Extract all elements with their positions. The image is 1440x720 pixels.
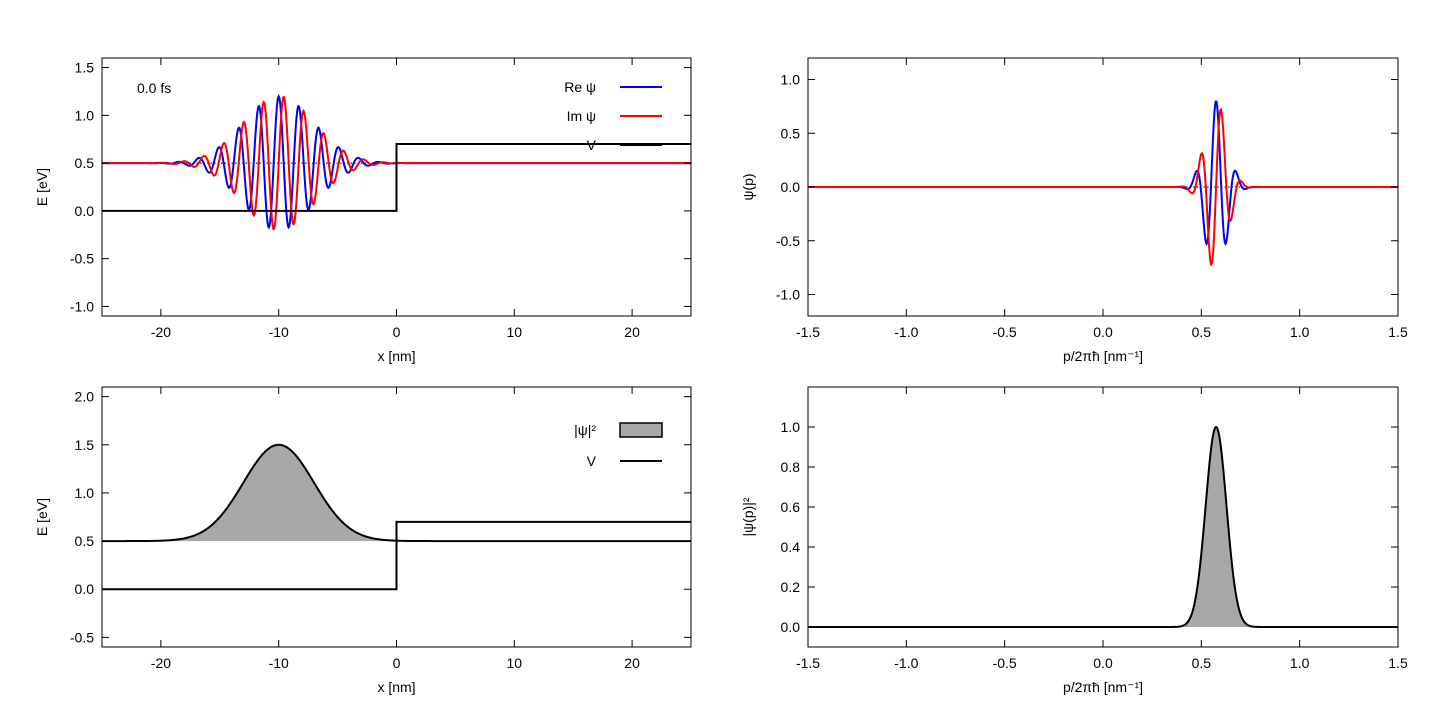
x-tick-label: -0.5 — [993, 655, 1017, 671]
x-tick-label: -1.5 — [796, 324, 820, 340]
x-tick-label: 1.0 — [1290, 324, 1310, 340]
y-tick-label: 1.0 — [781, 419, 801, 435]
plot-area — [102, 93, 691, 231]
y-tick-label: 1.0 — [781, 72, 801, 88]
x-tick-label: 20 — [624, 324, 640, 340]
x-axis-label: p/2πħ [nm⁻¹] — [1063, 348, 1143, 364]
x-tick-label: 20 — [624, 655, 640, 671]
density-line — [808, 426, 1398, 628]
x-tick-label: 0.5 — [1192, 655, 1212, 671]
plot-area — [808, 426, 1398, 628]
x-tick-label: 1.0 — [1290, 655, 1310, 671]
y-tick-label: -1.0 — [70, 298, 94, 314]
y-axis-label: E [eV] — [34, 168, 50, 206]
chart-tl: -20 -10 0 10 20 -1.0 -0.5 0.0 0.5 1.0 1.5 x [nm] E [… — [34, 57, 692, 364]
y-tick-label: -0.5 — [70, 629, 94, 645]
x-tick-label: -10 — [269, 655, 289, 671]
y-tick-label: -1.0 — [776, 287, 800, 303]
x-axis-label: x [nm] — [377, 348, 415, 364]
legend-label: Im ψ — [567, 108, 596, 124]
chart-br: -1.5 -1.0 -0.5 0.0 0.5 1.0 1.5 0.0 0.2 0.4 0.6 0.8 1… — [740, 386, 1408, 695]
y-tick-label: 0.5 — [75, 155, 95, 171]
legend-label: |ψ|² — [574, 422, 596, 438]
plot-area — [102, 443, 691, 591]
plot-frame — [101, 386, 692, 648]
y-axis-label: E [eV] — [34, 498, 50, 536]
time-label: 0.0 fs — [137, 80, 171, 96]
x-axis-label: p/2πħ [nm⁻¹] — [1063, 679, 1143, 695]
x-tick-label: -1.5 — [796, 655, 820, 671]
legend: Re ψ Im ψ V — [564, 79, 662, 153]
plot-frame — [807, 386, 1399, 648]
y-axis-label: ψ(p) — [740, 173, 756, 200]
legend-label: V — [587, 137, 597, 153]
y-tick-label: -0.5 — [776, 233, 800, 249]
x-tick-label: 0.0 — [1093, 324, 1113, 340]
series-re-psi — [808, 100, 1398, 246]
y-tick-label: 2.0 — [75, 389, 95, 405]
x-tick-label: -1.0 — [894, 655, 918, 671]
x-tick-label: -20 — [151, 324, 171, 340]
x-tick-label: -20 — [151, 655, 171, 671]
y-axis-label: |ψ(p)|² — [740, 497, 756, 536]
y-tick-label: 0.0 — [781, 619, 801, 635]
y-tick-label: 1.5 — [75, 60, 95, 76]
x-tick-label: 10 — [507, 655, 523, 671]
y-tick-label: 0.6 — [781, 499, 801, 515]
y-tick-label: 0.0 — [75, 203, 95, 219]
x-tick-label: -0.5 — [993, 324, 1017, 340]
series-potential — [102, 143, 691, 212]
x-tick-label: 0 — [393, 324, 401, 340]
density-fill — [102, 444, 691, 542]
y-tick-label: 1.5 — [75, 437, 95, 453]
x-tick-label: 0.5 — [1192, 324, 1212, 340]
y-tick-label: -0.5 — [70, 251, 94, 267]
x-tick-label: 10 — [507, 324, 523, 340]
legend: |ψ|² V — [574, 422, 663, 469]
y-tick-label: 0.0 — [781, 179, 801, 195]
y-tick-label: 0.2 — [781, 579, 801, 595]
density-fill — [808, 427, 1398, 627]
y-tick-label: 0.4 — [781, 539, 801, 555]
y-tick-label: 1.0 — [75, 485, 95, 501]
chart-bl: -20 -10 0 10 20 -0.5 0.0 0.5 1.0 1.5 2.0 x [nm] E [e… — [34, 386, 692, 695]
y-tick-label: 0.8 — [781, 459, 801, 475]
series-im-psi — [808, 107, 1398, 267]
x-tick-label: 1.5 — [1388, 655, 1408, 671]
chart-tr: -1.5 -1.0 -0.5 0.0 0.5 1.0 1.5 -1.0 -0.5 0.0 0.5 1.… — [740, 57, 1408, 364]
legend-label: V — [587, 453, 597, 469]
legend-swatch — [619, 422, 663, 438]
x-tick-label: -1.0 — [894, 324, 918, 340]
series-potential — [102, 520, 691, 591]
x-tick-label: 0 — [393, 655, 401, 671]
x-tick-label: 1.5 — [1388, 324, 1408, 340]
x-tick-label: 0.0 — [1093, 655, 1113, 671]
y-tick-label: 0.5 — [75, 533, 95, 549]
y-tick-label: 0.5 — [781, 125, 801, 141]
legend-label: Re ψ — [564, 79, 596, 95]
x-tick-label: -10 — [269, 324, 289, 340]
y-tick-label: 0.0 — [75, 581, 95, 597]
x-axis-label: x [nm] — [377, 679, 415, 695]
y-tick-label: 1.0 — [75, 107, 95, 123]
plot-area — [808, 100, 1398, 267]
